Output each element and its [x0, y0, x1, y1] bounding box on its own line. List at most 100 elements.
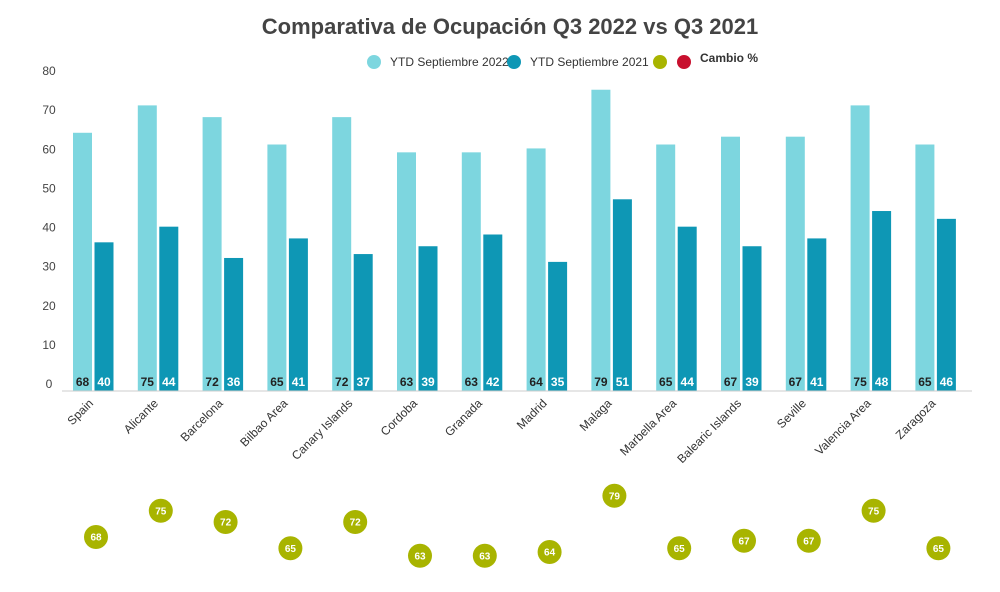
- y-tick-label: 50: [42, 181, 56, 195]
- bar-2021[interactable]: [353, 254, 373, 391]
- scatter-point[interactable]: [408, 543, 432, 568]
- legend-item-2021[interactable]: YTD Septiembre 2021: [507, 55, 649, 69]
- bar-2022[interactable]: [73, 132, 92, 391]
- bar-label-2022: 72: [335, 375, 349, 389]
- bar-2022[interactable]: [850, 105, 870, 391]
- legend-marker: [367, 55, 381, 69]
- x-tick-label: Valencia Area: [812, 396, 874, 458]
- x-tick-label: Seville: [774, 396, 809, 431]
- bar-2022[interactable]: [591, 89, 611, 392]
- scatter-point-label: 67: [803, 536, 815, 547]
- scatter-point-label: 75: [868, 506, 880, 517]
- bar-2021[interactable]: [742, 246, 762, 391]
- bar-label-2022: 67: [724, 375, 738, 389]
- scatter-point-label: 68: [90, 533, 102, 544]
- scatter-point[interactable]: [213, 510, 238, 534]
- scatter-point-label: 72: [220, 518, 232, 529]
- x-tick-label: Marbella Area: [617, 396, 679, 458]
- bar-2022[interactable]: [137, 105, 157, 391]
- bar-label-2021: 51: [616, 375, 630, 389]
- bar-2021[interactable]: [612, 199, 632, 391]
- scatter-point-label: 72: [350, 518, 362, 529]
- bar-label-2022: 65: [659, 375, 673, 389]
- bar-2022[interactable]: [915, 144, 935, 391]
- scatter-point-label: 65: [674, 544, 686, 555]
- legend-label: YTD Septiembre 2022: [390, 55, 509, 69]
- bar-label-2022: 75: [853, 375, 867, 389]
- bar-label-2021: 41: [810, 375, 824, 389]
- bar-2022[interactable]: [526, 148, 546, 391]
- y-tick-label: 30: [42, 260, 56, 274]
- scatter-point[interactable]: [472, 543, 497, 568]
- bar-2022[interactable]: [332, 117, 352, 391]
- legend-item-cambio[interactable]: Cambio %: [677, 51, 758, 69]
- chart-title: Comparativa de Ocupación Q3 2022 vs Q3 2…: [262, 14, 758, 39]
- bar-label-2021: 36: [227, 375, 241, 389]
- legend-marker: [677, 55, 691, 69]
- bar-2022[interactable]: [397, 152, 416, 391]
- x-axis-labels: Spain Alicante Barcelona Bilbao AreaCanary …: [65, 396, 939, 466]
- scatter-point[interactable]: [148, 498, 173, 523]
- y-tick-label: 20: [42, 299, 56, 313]
- scatter-point[interactable]: [602, 483, 627, 508]
- bar-2022[interactable]: [461, 152, 481, 391]
- scatter-point[interactable]: [667, 536, 692, 561]
- scatter-point[interactable]: [732, 528, 756, 553]
- bar-label-2021: 44: [681, 375, 695, 389]
- scatter-point-label: 64: [544, 548, 556, 559]
- legend-marker: [653, 55, 667, 69]
- bar-label-2022: 65: [270, 375, 284, 389]
- bar-2021[interactable]: [418, 246, 438, 391]
- x-tick-label: Alicante: [121, 396, 161, 436]
- x-tick-label: Canary Islands: [289, 396, 356, 463]
- bars: 68 40 75 44 72 36 65 41 72 37 63 39 63 42 64 35 79 51 65 44…: [73, 89, 956, 392]
- scatter-point-label: 75: [155, 506, 167, 517]
- scatter-point-label: 67: [738, 536, 750, 547]
- scatter-point[interactable]: [343, 510, 368, 534]
- bar-label-2022: 68: [76, 375, 90, 389]
- bar-2021[interactable]: [677, 226, 697, 391]
- legend-label: YTD Septiembre 2021: [530, 55, 649, 69]
- legend-item-scatter[interactable]: [653, 55, 667, 69]
- bar-2021[interactable]: [936, 218, 956, 391]
- bar-2021[interactable]: [872, 211, 892, 391]
- scatter-point[interactable]: [796, 528, 821, 553]
- legend[interactable]: YTD Septiembre 2022 YTD Septiembre 2021 Ca…: [367, 51, 758, 69]
- bar-2022[interactable]: [656, 144, 676, 391]
- legend-item-2022[interactable]: YTD Septiembre 2022: [367, 55, 509, 69]
- bar-2021[interactable]: [94, 242, 114, 391]
- x-tick-label: Balearic Islands: [674, 396, 744, 466]
- y-tick-label: 10: [42, 338, 56, 352]
- bar-2021[interactable]: [288, 238, 308, 391]
- bar-2021[interactable]: [224, 257, 244, 391]
- bar-2021[interactable]: [159, 226, 179, 391]
- y-tick-label: 70: [42, 103, 56, 117]
- scatter-point[interactable]: [537, 540, 562, 564]
- scatter-point[interactable]: [926, 536, 951, 561]
- y-axis: 0 10 20 30 40 50 60 70 80: [42, 64, 56, 391]
- scatter-point-label: 63: [414, 551, 426, 562]
- bar-label-2021: 39: [745, 375, 759, 389]
- bar-label-2021: 44: [162, 375, 176, 389]
- x-tick-label: Cordoba: [378, 396, 421, 439]
- scatter-point[interactable]: [861, 498, 886, 523]
- bar-2022[interactable]: [721, 136, 740, 391]
- bar-2021[interactable]: [483, 234, 503, 392]
- legend-marker: [507, 55, 521, 69]
- bar-label-2022: 64: [529, 375, 543, 389]
- bar-label-2021: 42: [486, 375, 500, 389]
- bar-label-2021: 41: [292, 375, 306, 389]
- bar-2022[interactable]: [785, 136, 805, 391]
- bar-label-2022: 79: [594, 375, 608, 389]
- scatter-point[interactable]: [84, 525, 108, 549]
- y-tick-label: 80: [42, 64, 56, 78]
- bar-2022[interactable]: [202, 117, 222, 391]
- bar-label-2021: 37: [357, 375, 371, 389]
- bar-label-2022: 65: [918, 375, 932, 389]
- bar-2021[interactable]: [807, 238, 827, 391]
- bar-2021[interactable]: [548, 261, 568, 391]
- scatter-point[interactable]: [278, 536, 303, 561]
- y-tick-label: 40: [42, 221, 56, 235]
- bar-2022[interactable]: [267, 144, 287, 391]
